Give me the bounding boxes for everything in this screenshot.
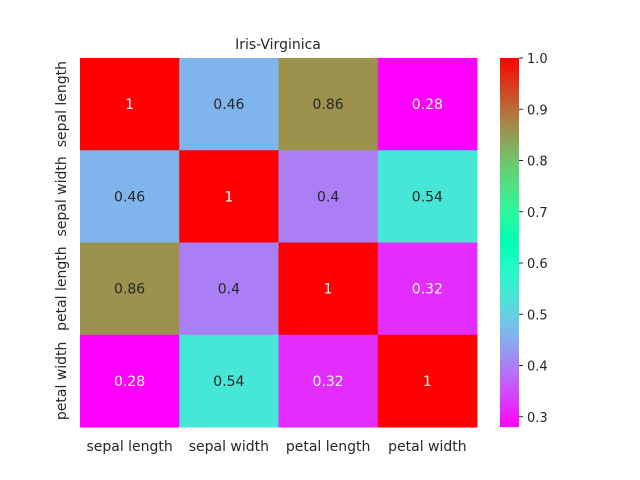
heatmap-cell <box>80 58 180 151</box>
x-tick-label: petal width <box>388 439 467 455</box>
cell-value-label: 0.28 <box>412 97 443 113</box>
cell-value-label: 1 <box>224 189 233 205</box>
colorbar-tick-label: 0.5 <box>527 308 548 323</box>
colorbar-tick-label: 0.7 <box>527 206 548 221</box>
x-tick-label: sepal width <box>189 439 269 455</box>
heatmap-cell <box>179 242 279 336</box>
heatmap-cell <box>278 242 379 336</box>
heatmap-cell <box>80 242 180 336</box>
y-tick-label: petal width <box>54 342 70 421</box>
y-tick-label: sepal length <box>54 61 70 147</box>
heatmap-cell <box>377 242 478 336</box>
heatmap-cell <box>80 334 180 428</box>
cell-value-label: 0.4 <box>218 282 240 298</box>
cell-value-label: 0.32 <box>412 282 443 298</box>
colorbar-tick-label: 0.3 <box>527 411 548 426</box>
x-tick-label: sepal length <box>86 439 172 455</box>
heatmap-cell <box>278 150 379 243</box>
colorbar-tick-label: 0.4 <box>527 360 548 375</box>
cell-value-label: 1 <box>324 282 333 298</box>
cell-value-label: 0.4 <box>317 189 339 205</box>
heatmap-cell <box>377 334 478 428</box>
heatmap-cell <box>278 334 379 428</box>
colorbar <box>500 58 519 427</box>
chart-title: Iris-Virginica <box>235 37 321 53</box>
heatmap-cell <box>377 58 478 151</box>
cell-value-label: 0.54 <box>412 189 443 205</box>
colorbar-tick-label: 1.0 <box>527 52 548 67</box>
colorbar-tick-label: 0.6 <box>527 257 548 272</box>
heatmap-cell <box>278 58 379 151</box>
heatmap-cell <box>179 58 279 151</box>
heatmap-cell <box>377 150 478 243</box>
cell-value-label: 0.54 <box>213 374 244 390</box>
cell-value-label: 1 <box>125 97 134 113</box>
heatmap-cell <box>179 150 279 243</box>
cell-value-label: 0.46 <box>213 97 244 113</box>
heatmap-cell <box>80 150 180 243</box>
cell-value-label: 0.32 <box>313 374 344 390</box>
y-tick-label: petal length <box>54 246 70 331</box>
heatmap-cell <box>179 334 279 428</box>
y-tick-label: sepal width <box>54 156 70 236</box>
cell-value-label: 0.86 <box>313 97 344 113</box>
cell-value-label: 0.46 <box>114 189 145 205</box>
colorbar-tick-label: 0.8 <box>527 155 548 170</box>
cell-value-label: 0.86 <box>114 282 145 298</box>
x-tick-label: petal length <box>286 439 371 455</box>
cell-value-label: 1 <box>423 374 432 390</box>
cell-value-label: 0.28 <box>114 374 145 390</box>
colorbar-tick-label: 0.9 <box>527 103 548 118</box>
